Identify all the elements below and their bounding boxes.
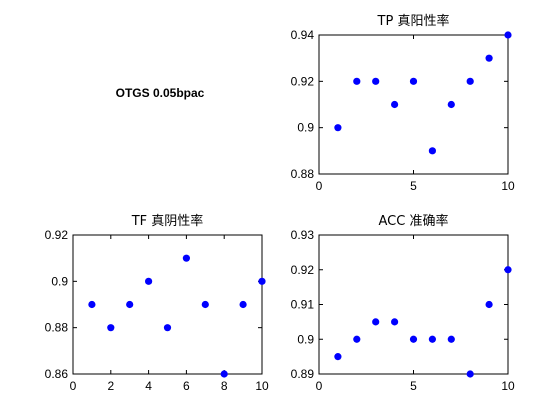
data-point (391, 100, 399, 109)
y-tick-label: 0.92 (291, 263, 315, 277)
data-point (447, 335, 455, 343)
data-point (126, 300, 134, 309)
data-point (239, 300, 247, 309)
data-point (504, 31, 512, 39)
y-tick-label: 0.92 (291, 74, 315, 88)
x-tick-label: 5 (410, 179, 417, 193)
x-tick-label: 0 (316, 179, 323, 193)
y-tick-label: 0.89 (291, 367, 315, 381)
x-tick-label: 0 (316, 379, 323, 393)
y-tick-label: 0.88 (291, 167, 315, 181)
x-tick-label: 10 (501, 179, 515, 193)
data-point (182, 254, 190, 262)
x-tick-label: 8 (221, 379, 228, 393)
y-tick-label: 0.93 (291, 228, 315, 242)
data-point (466, 77, 474, 85)
x-tick-label: 10 (255, 379, 269, 393)
y-tick-label: 0.88 (45, 321, 69, 335)
data-point (353, 335, 361, 343)
y-tick-label: 0.92 (45, 228, 69, 242)
data-point (258, 277, 266, 285)
data-point (447, 100, 455, 109)
plot-title: ACC 准确率 (379, 213, 449, 229)
plot-tp: TP 真阳性率 0 5 10 0.88 0.9 0.92 0.94 (291, 13, 515, 193)
data-point (485, 300, 493, 309)
data-point (372, 318, 380, 326)
x-tick-label: 2 (107, 379, 114, 393)
x-tick-label: 10 (501, 379, 515, 393)
data-point (334, 124, 342, 132)
axes-frame (318, 234, 509, 375)
x-tick-label: 4 (145, 379, 152, 393)
data-point (201, 300, 209, 309)
data-point (372, 77, 380, 85)
y-tick-label: 0.86 (45, 367, 69, 381)
data-point (466, 370, 474, 378)
data-point (353, 77, 361, 85)
data-point (107, 324, 115, 332)
figure-label: OTGS 0.05bpac (116, 86, 205, 100)
y-tick-label: 0.94 (291, 28, 315, 42)
data-point (428, 335, 436, 343)
data-point (163, 324, 172, 332)
plot-acc: ACC 准确率 0 5 10 0.89 0.9 0.91 0.92 0.93 (291, 213, 515, 393)
data-point (391, 318, 399, 326)
y-tick-label: 0.9 (51, 274, 68, 288)
data-point (409, 335, 418, 343)
x-tick-label: 5 (410, 379, 417, 393)
axes-frame (72, 234, 263, 375)
plot-tf: TF 真阴性率 0 2 4 6 8 10 0.86 0.88 0.9 0.92 (45, 213, 269, 393)
data-point (334, 353, 342, 361)
plot-title: TP 真阳性率 (377, 13, 450, 29)
data-point (220, 370, 228, 378)
data-point (409, 77, 418, 85)
axes-frame (318, 34, 509, 175)
data-point (88, 300, 96, 309)
data-point (428, 147, 436, 155)
data-point (504, 266, 512, 274)
y-tick-label: 0.9 (297, 332, 314, 346)
data-point (485, 54, 493, 62)
y-tick-label: 0.91 (291, 298, 315, 312)
y-tick-label: 0.9 (297, 121, 314, 135)
x-tick-label: 0 (70, 379, 77, 393)
x-tick-label: 6 (183, 379, 190, 393)
data-point (145, 277, 153, 285)
plot-title: TF 真阴性率 (131, 213, 204, 229)
